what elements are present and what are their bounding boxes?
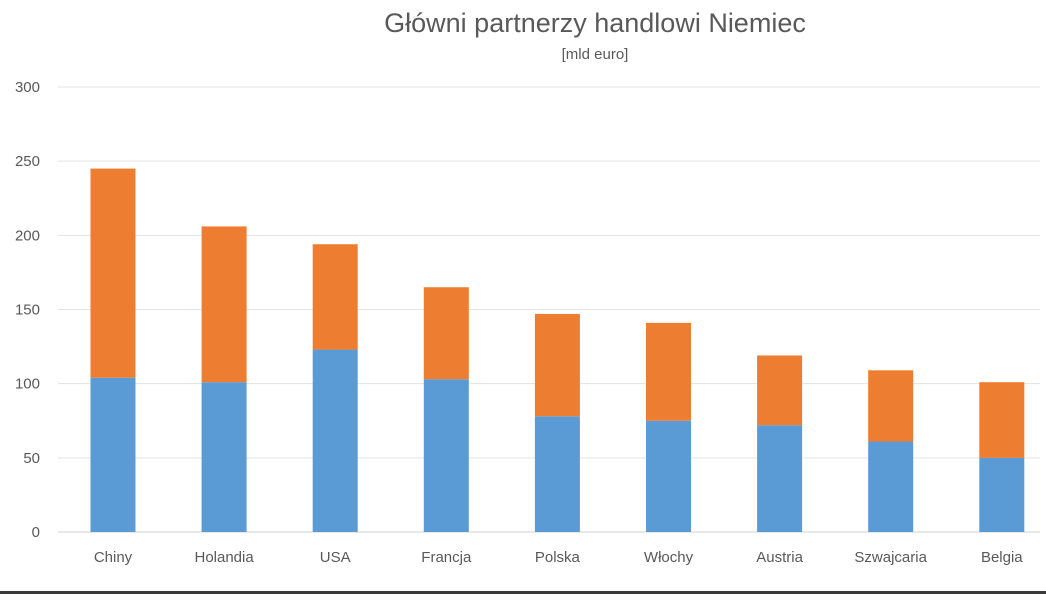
x-tick-label: Francja [421,549,472,566]
bar-upper-5 [646,322,691,421]
x-tick-label: Włochy [644,549,694,566]
y-tick-label: 150 [15,302,40,319]
bar-lower-1 [201,382,247,532]
x-tick-label: Polska [535,549,581,566]
bar-upper-4 [534,313,580,417]
x-tick-label: Chiny [94,549,133,566]
y-tick-label: 300 [15,79,40,96]
bottom-border [0,591,1046,594]
bar-upper-7 [868,370,914,442]
chart-subtitle: [mld euro] [561,46,629,63]
bars [90,168,1025,532]
x-axis-ticks: Chiny Holandia USA Francja Polska Włochy Austr… [94,549,1023,566]
bar-lower-7 [868,441,914,532]
bar-lower-2 [312,349,358,532]
y-axis-ticks: 0 50 100 150 200 250 300 [15,79,40,541]
x-tick-label: Holandia [194,549,254,566]
y-tick-label: 200 [15,227,40,244]
bar-upper-0 [90,168,136,378]
bar-lower-3 [423,379,469,532]
chart-title: Główni partnerzy handlowi Niemiec [384,8,806,38]
y-tick-label: 250 [15,153,40,170]
x-tick-label: Austria [756,549,803,566]
x-tick-label: Szwajcaria [854,549,927,566]
bar-upper-1 [201,226,247,383]
bar-upper-8 [979,382,1025,458]
y-tick-label: 0 [32,524,40,541]
bar-lower-0 [90,377,136,532]
x-tick-label: USA [320,549,351,566]
bar-lower-5 [646,420,691,532]
bar-upper-6 [757,355,803,426]
x-tick-label: Belgia [981,549,1023,566]
bar-upper-3 [423,287,469,380]
bar-lower-6 [757,425,803,532]
bar-lower-8 [979,457,1025,532]
bar-lower-4 [534,416,580,532]
y-tick-label: 100 [15,376,40,393]
bar-upper-2 [312,244,358,350]
y-tick-label: 50 [23,450,40,467]
